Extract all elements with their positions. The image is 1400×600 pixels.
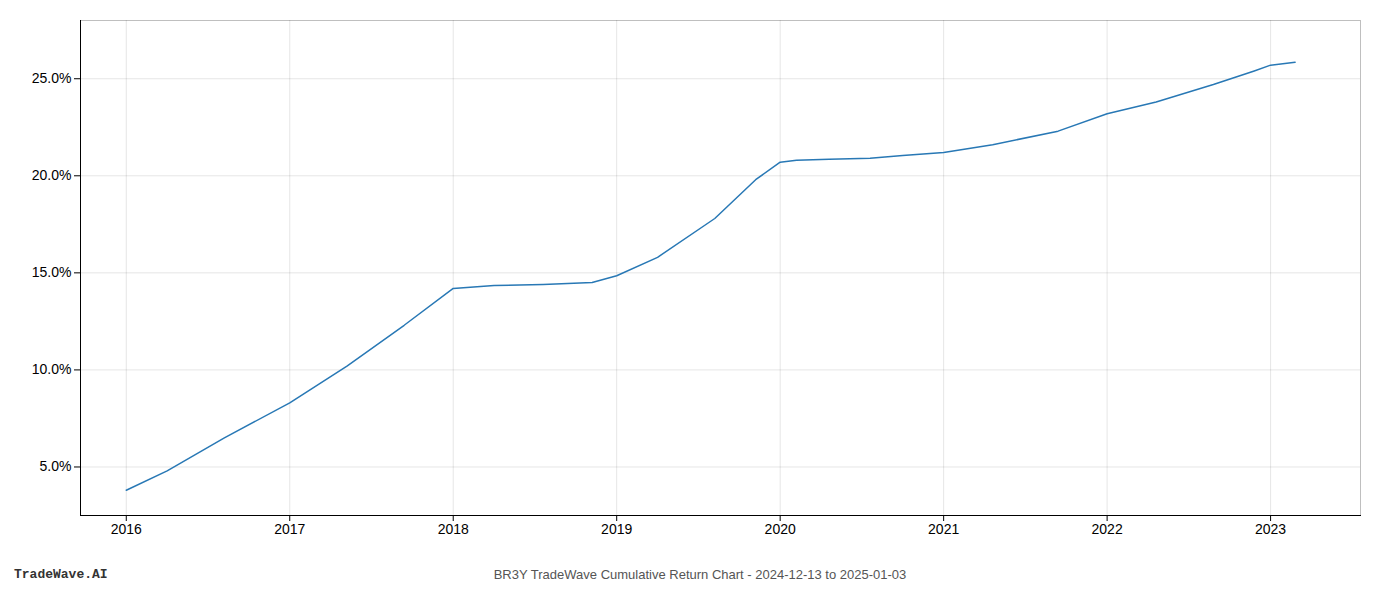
svg-text:25.0%: 25.0% — [32, 70, 72, 86]
svg-text:20.0%: 20.0% — [32, 167, 72, 183]
svg-text:5.0%: 5.0% — [40, 458, 72, 474]
svg-text:2020: 2020 — [765, 521, 796, 537]
html-text:TradeWave.AI: TradeWave.AI — [14, 567, 108, 582]
svg-text:2018: 2018 — [438, 521, 469, 537]
svg-text:2019: 2019 — [601, 521, 632, 537]
svg-text:2016: 2016 — [111, 521, 142, 537]
svg-text:2021: 2021 — [928, 521, 959, 537]
svg-text:10.0%: 10.0% — [32, 361, 72, 377]
svg-text:2017: 2017 — [274, 521, 305, 537]
svg-text:2023: 2023 — [1255, 521, 1286, 537]
html-text:BR3Y TradeWave Cumulative Retu: BR3Y TradeWave Cumulative Return Chart -… — [493, 567, 907, 582]
svg-text:15.0%: 15.0% — [32, 264, 72, 280]
svg-text:2022: 2022 — [1092, 521, 1123, 537]
